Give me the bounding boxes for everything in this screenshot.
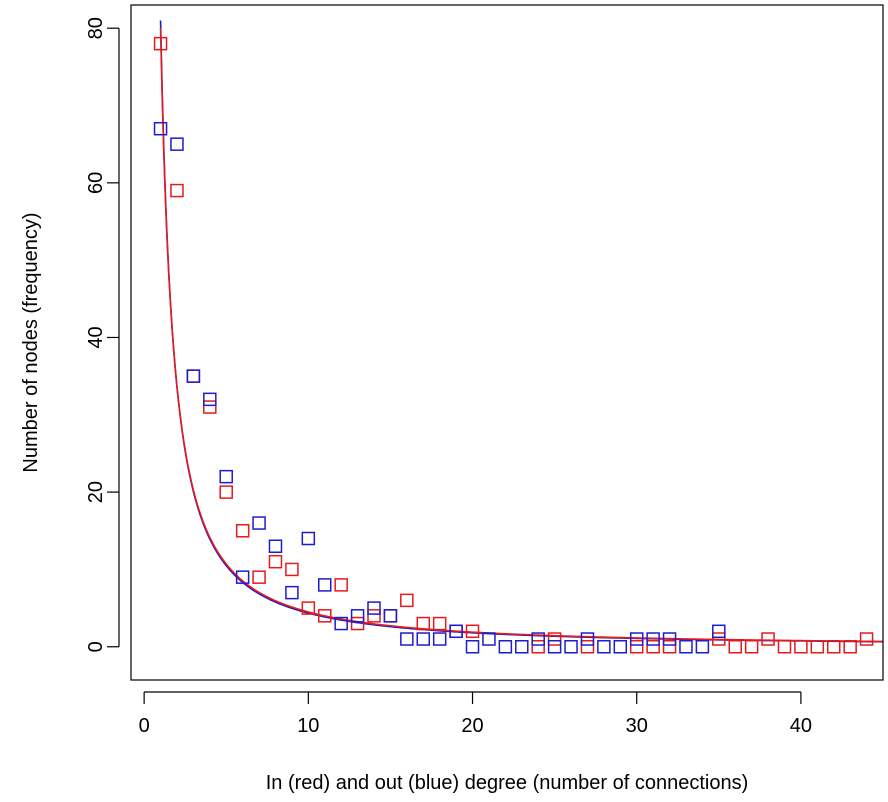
point-in	[268, 554, 283, 569]
point-out	[515, 640, 529, 654]
point-out	[383, 609, 398, 623]
x-axis: 0 10 20 30 40	[139, 691, 812, 737]
point-in	[761, 632, 775, 646]
point-out	[498, 640, 513, 654]
point-in	[416, 616, 431, 631]
point-in	[317, 609, 332, 623]
point-out	[252, 516, 266, 530]
point-out	[186, 369, 201, 383]
point-in	[153, 36, 168, 51]
point-out	[400, 632, 414, 646]
point-out	[646, 632, 660, 646]
point-out	[301, 531, 316, 546]
point-out	[613, 640, 628, 654]
point-in	[662, 640, 677, 654]
x-tick-label: 0	[139, 715, 150, 737]
point-in	[712, 632, 726, 646]
point-in	[547, 632, 562, 646]
x-axis-label: In (red) and out (blue) degree (number o…	[266, 772, 749, 794]
point-out	[465, 640, 480, 654]
point-out	[679, 640, 693, 654]
point-in	[367, 609, 381, 623]
point-in	[432, 616, 447, 631]
y-tick-label: 60	[85, 172, 107, 194]
point-out	[350, 609, 365, 623]
y-tick-label: 40	[85, 326, 107, 348]
point-in	[843, 640, 857, 654]
point-in	[580, 640, 595, 654]
point-out	[317, 578, 332, 592]
data-points	[153, 36, 874, 654]
point-in	[334, 578, 348, 592]
point-out	[662, 632, 677, 646]
point-out	[482, 632, 496, 646]
point-out	[695, 640, 710, 654]
point-out	[564, 640, 578, 654]
y-tick-label: 80	[85, 17, 107, 39]
x-tick-label: 20	[461, 715, 483, 737]
point-in	[400, 593, 414, 608]
point-out	[597, 640, 611, 654]
y-tick-label: 0	[85, 641, 107, 652]
point-in	[794, 640, 808, 654]
point-out	[712, 624, 726, 639]
point-out	[367, 601, 381, 615]
point-out	[629, 632, 644, 646]
point-in	[810, 640, 825, 654]
point-in	[203, 400, 217, 414]
y-axis: 0 20 40 60 80	[85, 17, 120, 652]
point-in	[744, 640, 759, 654]
plot-frame	[130, 4, 884, 681]
point-in	[219, 485, 233, 499]
point-in	[235, 524, 250, 538]
point-in	[826, 640, 841, 654]
x-tick-label: 40	[790, 715, 812, 737]
point-in	[170, 183, 184, 198]
point-out	[170, 137, 184, 151]
point-in	[629, 640, 644, 654]
point-out	[432, 632, 447, 646]
point-out	[153, 121, 168, 136]
x-tick-label: 30	[626, 715, 648, 737]
point-out	[268, 539, 283, 553]
point-in	[465, 624, 480, 639]
point-out	[203, 392, 217, 407]
y-axis-label: Number of nodes (frequency)	[20, 212, 42, 472]
point-in	[383, 609, 398, 623]
x-tick-label: 10	[297, 715, 319, 737]
point-out	[580, 632, 595, 646]
point-in	[859, 632, 874, 646]
point-in	[301, 601, 316, 615]
point-out	[235, 570, 250, 584]
point-out	[285, 585, 299, 600]
point-in	[350, 616, 365, 631]
point-in	[646, 640, 660, 654]
point-out	[219, 469, 233, 484]
point-in	[728, 640, 742, 654]
point-in	[531, 640, 545, 654]
point-in	[252, 570, 266, 584]
point-out	[334, 616, 348, 631]
point-out	[531, 632, 545, 646]
point-in	[186, 369, 201, 383]
point-out	[547, 640, 562, 654]
point-out	[416, 632, 431, 646]
point-out	[449, 624, 463, 639]
point-in	[777, 640, 792, 654]
y-tick-label: 20	[85, 481, 107, 503]
point-in	[285, 562, 299, 577]
